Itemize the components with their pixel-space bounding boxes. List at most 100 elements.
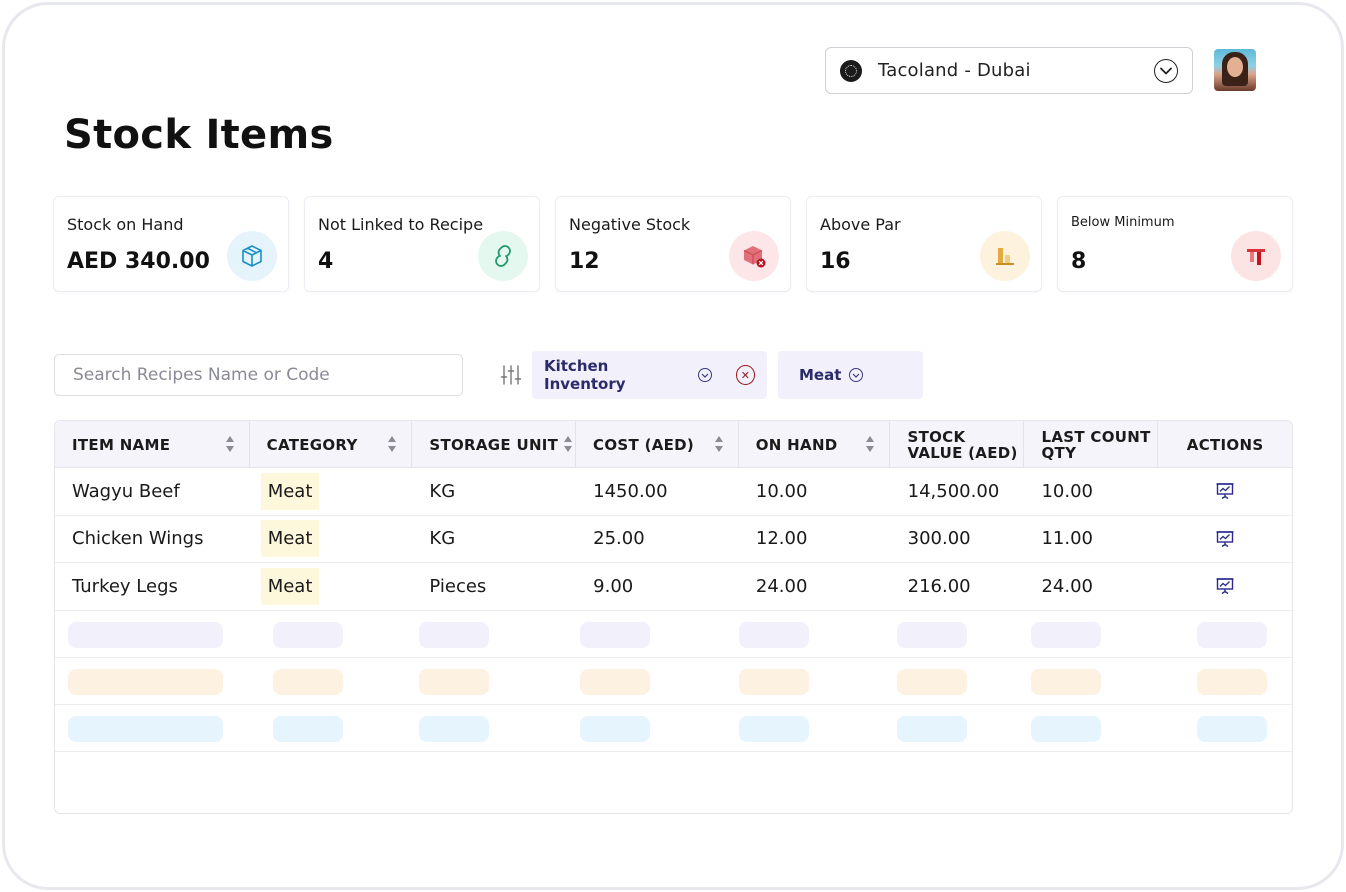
skeleton-placeholder [580,668,650,695]
cell-item-name: Chicken Wings [72,528,204,550]
cell-storage-unit: KG [429,528,456,550]
skeleton-placeholder [273,621,343,648]
card-above-par[interactable]: Above Par 16 [806,196,1042,292]
table-row[interactable]: Turkey Legs Meat Pieces 9.00 24.00 216.0… [55,563,1292,611]
cell-stock-value: 300.00 [907,528,971,550]
skeleton-placeholder [1197,715,1267,742]
skeleton-placeholder [68,715,223,742]
skeleton-placeholder [897,715,967,742]
sort-icon[interactable] [388,436,397,454]
chip-label: Kitchen Inventory [544,357,626,393]
card-negative-stock[interactable]: Negative Stock 12 [555,196,791,292]
skeleton-placeholder [68,621,223,648]
skeleton-placeholder [1197,621,1267,648]
card-value: 4 [318,249,334,274]
cell-last-count: 11.00 [1041,528,1093,550]
skeleton-placeholder [419,715,489,742]
negative-box-icon [729,231,779,281]
cell-stock-value: 14,500.00 [907,480,1000,502]
cell-item-name: Wagyu Beef [72,480,180,502]
table-row[interactable]: Chicken Wings Meat KG 25.00 12.00 300.00… [55,516,1292,563]
skeleton-row [55,658,1292,705]
th-category[interactable]: CATEGORY [250,421,413,468]
card-not-linked[interactable]: Not Linked to Recipe 4 [304,196,540,292]
skeleton-row [55,705,1292,752]
cell-cost: 1450.00 [593,480,668,502]
skeleton-placeholder [739,668,809,695]
skeleton-placeholder [739,715,809,742]
skeleton-placeholder [1031,668,1101,695]
skeleton-placeholder [273,715,343,742]
category-badge: Meat [260,472,320,510]
card-value: 8 [1071,249,1087,274]
page-title: Stock Items [64,112,334,158]
store-logo-icon [840,59,862,82]
chevron-down-icon[interactable] [698,368,712,382]
cell-stock-value: 216.00 [907,575,971,597]
filter-sliders-icon[interactable] [500,364,522,386]
below-minimum-icon [1231,231,1281,281]
table-row[interactable]: Wagyu Beef Meat KG 1450.00 10.00 14,500.… [55,468,1292,516]
cell-on-hand: 10.00 [755,480,808,502]
chip-label: Meat [799,366,842,384]
store-selector[interactable]: Tacoland - Dubai [825,47,1193,94]
card-below-minimum[interactable]: Below Minimum 8 [1057,196,1293,292]
skeleton-placeholder [68,668,223,695]
skeleton-placeholder [419,668,489,695]
chip-meat[interactable]: Meat [778,351,923,399]
th-item-name[interactable]: ITEM NAME [55,421,250,468]
skeleton-row [55,611,1292,658]
chevron-down-icon[interactable] [849,368,864,382]
search-input[interactable] [54,354,463,396]
card-value: AED 340.00 [67,249,210,274]
clear-filter-icon[interactable]: ✕ [735,365,755,385]
th-on-hand[interactable]: ON HAND [739,421,891,468]
skeleton-placeholder [897,668,967,695]
sort-icon[interactable] [564,436,573,454]
card-value: 16 [820,249,851,274]
cell-cost: 9.00 [593,575,634,597]
card-label: Not Linked to Recipe [318,215,484,234]
store-name: Tacoland - Dubai [878,60,1031,81]
th-last-count[interactable]: LAST COUNT QTY [1024,421,1159,468]
skeleton-placeholder [419,621,489,648]
card-value: 12 [569,249,600,274]
th-actions: ACTIONS [1186,435,1264,454]
th-cost[interactable]: COST (AED) [576,421,739,468]
cell-last-count: 10.00 [1041,480,1093,502]
link-icon [478,231,528,281]
card-label: Below Minimum [1071,215,1175,230]
box-icon [227,231,277,281]
cell-cost: 25.00 [593,528,645,550]
cell-storage-unit: KG [429,480,456,502]
sort-icon[interactable] [714,436,724,454]
chip-kitchen-inventory[interactable]: Kitchen Inventory ✕ [532,351,767,399]
card-label: Negative Stock [569,215,691,234]
presentation-chart-icon[interactable] [1215,481,1235,501]
card-label: Above Par [820,215,901,234]
skeleton-placeholder [1197,668,1267,695]
skeleton-placeholder [739,621,809,648]
cell-last-count: 24.00 [1041,575,1093,597]
skeleton-placeholder [1031,621,1101,648]
skeleton-placeholder [580,715,650,742]
th-stock-value[interactable]: STOCK VALUE (AED) [890,421,1025,468]
user-avatar[interactable] [1214,49,1256,91]
sort-icon[interactable] [225,436,235,454]
kpi-cards: Stock on Hand AED 340.00 Not Linked to R… [53,196,1293,292]
cell-item-name: Turkey Legs [72,575,178,597]
chevron-down-icon[interactable] [1154,58,1178,83]
category-badge: Meat [260,567,320,605]
stock-items-table: ITEM NAME CATEGORY STORAGE UNIT COST (AE… [54,420,1293,814]
cell-on-hand: 24.00 [755,575,808,597]
cell-on-hand: 12.00 [755,528,808,550]
presentation-chart-icon[interactable] [1215,529,1235,549]
skeleton-placeholder [897,621,967,648]
cell-storage-unit: Pieces [429,575,487,597]
bar-chart-icon [980,231,1030,281]
table-header: ITEM NAME CATEGORY STORAGE UNIT COST (AE… [55,421,1292,468]
sort-icon[interactable] [866,436,875,454]
card-stock-on-hand[interactable]: Stock on Hand AED 340.00 [53,196,289,292]
presentation-chart-icon[interactable] [1215,576,1235,596]
th-storage-unit[interactable]: STORAGE UNIT [412,421,577,468]
